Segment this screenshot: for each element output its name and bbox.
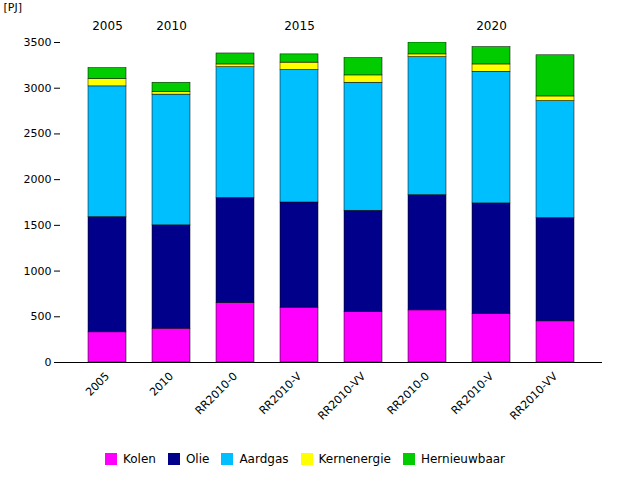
svg-text:2015: 2015 xyxy=(284,19,315,33)
html-text:Olie: Olie xyxy=(185,451,210,466)
svg-text:RR2010-V: RR2010-V xyxy=(449,369,497,417)
svg-text:RR2010-V: RR2010-V xyxy=(257,369,305,417)
svg-text:[PJ]: [PJ] xyxy=(4,1,22,14)
svg-text:2005: 2005 xyxy=(83,370,112,399)
svg-text:2010: 2010 xyxy=(147,370,176,399)
html-text:Kolen: Kolen xyxy=(122,451,156,466)
html-text:Kernenergie: Kernenergie xyxy=(318,451,391,466)
svg-text:3000: 3000 xyxy=(24,82,52,95)
svg-text:3500: 3500 xyxy=(24,36,52,49)
svg-text:2500: 2500 xyxy=(24,127,52,140)
svg-text:2005: 2005 xyxy=(92,19,123,33)
svg-text:RR2010-VV: RR2010-VV xyxy=(507,369,560,422)
html-text:Hernieuwbaar: Hernieuwbaar xyxy=(420,451,506,466)
svg-text:2000: 2000 xyxy=(24,173,52,186)
svg-text:RR2010-0: RR2010-0 xyxy=(193,370,241,418)
svg-text:0: 0 xyxy=(45,356,52,369)
svg-text:2020: 2020 xyxy=(476,19,507,33)
svg-text:500: 500 xyxy=(31,310,52,323)
svg-text:2010: 2010 xyxy=(156,19,187,33)
svg-text:1000: 1000 xyxy=(24,265,52,278)
svg-text:RR2010-0: RR2010-0 xyxy=(385,370,433,418)
svg-text:RR2010-VV: RR2010-VV xyxy=(315,369,368,422)
svg-text:1500: 1500 xyxy=(24,219,52,232)
html-text:Aardgas: Aardgas xyxy=(239,451,289,466)
